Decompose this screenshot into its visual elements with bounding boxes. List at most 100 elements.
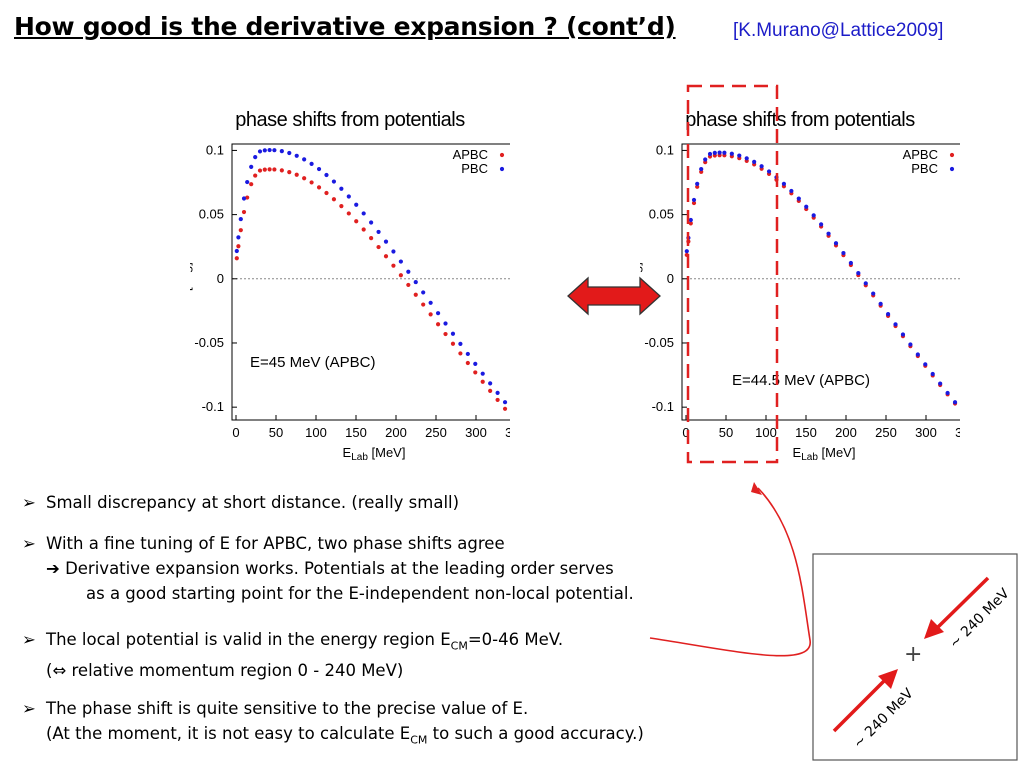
data-point-apbc	[241, 209, 247, 215]
data-point-apbc	[309, 180, 314, 185]
data-point-pbc	[262, 148, 267, 153]
data-point-apbc	[480, 379, 485, 384]
data-point-pbc	[324, 172, 329, 178]
data-point-pbc	[759, 164, 764, 169]
data-point-pbc	[241, 196, 247, 201]
data-point-apbc	[695, 184, 700, 189]
data-point-pbc	[833, 241, 839, 246]
data-point-apbc	[443, 331, 448, 337]
data-point-apbc	[458, 351, 463, 356]
bullet-3: ➢ The local potential is valid in the ene…	[22, 627, 563, 683]
data-point-apbc	[495, 397, 500, 403]
data-point-pbc	[938, 381, 943, 386]
data-point-pbc	[841, 250, 846, 256]
data-point-pbc	[703, 157, 708, 162]
data-point-apbc	[339, 203, 344, 209]
inset-diagram: + ~ 240 MeV ~ 240 MeV	[812, 553, 1018, 761]
data-point-apbc	[257, 168, 263, 173]
data-point-pbc	[279, 149, 284, 154]
data-point-pbc	[435, 311, 441, 316]
x-tick-label: 0	[682, 425, 689, 440]
data-point-apbc	[279, 168, 284, 173]
x-tick-label: 300	[915, 425, 937, 440]
plot-group: 0.1 0.05 0 -0.05 -0.1 0 50 100 150 200 250 300 350 EL…	[190, 142, 510, 463]
x-tick-label: 150	[795, 425, 817, 440]
x-tick-label: 200	[385, 425, 407, 440]
legend-label: APBC	[453, 147, 488, 162]
x-tick-label: 0	[232, 425, 239, 440]
data-point-pbc	[915, 352, 920, 357]
data-point-pbc	[428, 300, 433, 305]
x-axis-label: ELab [MeV]	[793, 445, 856, 463]
data-point-pbc	[688, 217, 693, 223]
y-tick-label: 0	[667, 271, 674, 286]
data-point-pbc	[294, 153, 299, 158]
data-point-pbc	[699, 166, 704, 172]
data-point-apbc	[236, 244, 241, 249]
data-point-pbc	[236, 235, 241, 240]
data-point-pbc	[695, 181, 700, 186]
data-point-pbc	[245, 179, 250, 185]
data-point-apbc	[267, 167, 272, 172]
chart-left: 0.1 0.05 0 -0.05 -0.1 0 50 100 150 200 250 300 350 EL…	[190, 109, 510, 463]
data-point-apbc	[272, 167, 277, 172]
data-point-apbc	[316, 185, 322, 190]
data-point-pbc	[267, 147, 272, 153]
data-point-pbc	[383, 239, 389, 244]
data-point-apbc	[413, 292, 418, 297]
x-tick-label: 350	[505, 425, 510, 440]
data-point-apbc	[428, 312, 433, 317]
x-tick-label: 250	[875, 425, 897, 440]
data-point-pbc	[443, 321, 448, 326]
data-point-pbc	[789, 188, 794, 194]
data-point-apbc	[324, 190, 329, 196]
data-point-pbc	[752, 159, 757, 164]
data-point-pbc	[908, 342, 913, 347]
x-tick-label: 150	[345, 425, 367, 440]
data-point-apbc	[354, 219, 359, 224]
bullet-text: With a fine tuning of E for APBC, two ph…	[46, 534, 505, 553]
bullet-2: ➢ With a fine tuning of E for APBC, two p…	[22, 531, 634, 606]
data-point-pbc	[952, 400, 958, 405]
data-point-pbc	[391, 249, 396, 254]
data-point-pbc	[346, 194, 351, 199]
data-point-apbc	[346, 211, 351, 216]
data-point-pbc	[398, 259, 403, 264]
x-tick-label: 100	[305, 425, 327, 440]
y-tick-label: -0.05	[194, 335, 224, 350]
data-point-pbc	[744, 156, 749, 161]
data-point-apbc	[262, 167, 267, 172]
data-point-apbc	[249, 182, 254, 187]
triangle-arrow-icon: ➢	[22, 493, 36, 512]
x-tick-label: 200	[835, 425, 857, 440]
data-point-pbc	[354, 202, 359, 207]
data-point-pbc	[488, 381, 493, 386]
data-point-apbc	[302, 176, 307, 181]
data-point-pbc	[458, 341, 463, 346]
data-point-pbc	[945, 390, 950, 396]
data-point-apbc	[450, 341, 456, 346]
data-point-pbc	[413, 279, 418, 285]
data-point-pbc	[712, 150, 717, 156]
data-point-pbc	[376, 229, 381, 235]
data-point-apbc	[331, 197, 337, 202]
data-point-pbc	[856, 271, 861, 276]
highlight-box	[686, 84, 779, 464]
data-point-apbc	[383, 254, 389, 259]
data-point-pbc	[421, 290, 426, 295]
data-point-pbc	[369, 220, 374, 225]
x-tick-label: 50	[719, 425, 733, 440]
y-tick-label: 0.1	[656, 142, 674, 157]
legend-marker	[499, 166, 505, 172]
bullet-continuation: as a good starting point for the E-indep…	[86, 584, 634, 603]
y-tick-label: 0	[217, 271, 224, 286]
data-point-pbc	[257, 149, 263, 154]
bullet-1: ➢ Small discrepancy at short distance. (r…	[22, 490, 459, 515]
x-axis-label: ELab [MeV]	[343, 445, 406, 463]
bullet-4: ➢ The phase shift is quite sensitive to t…	[22, 696, 644, 752]
data-point-pbc	[406, 269, 411, 274]
data-point-apbc	[691, 200, 697, 206]
data-point-pbc	[796, 196, 801, 201]
x-tick-label: 350	[955, 425, 960, 440]
data-point-pbc	[863, 281, 868, 286]
